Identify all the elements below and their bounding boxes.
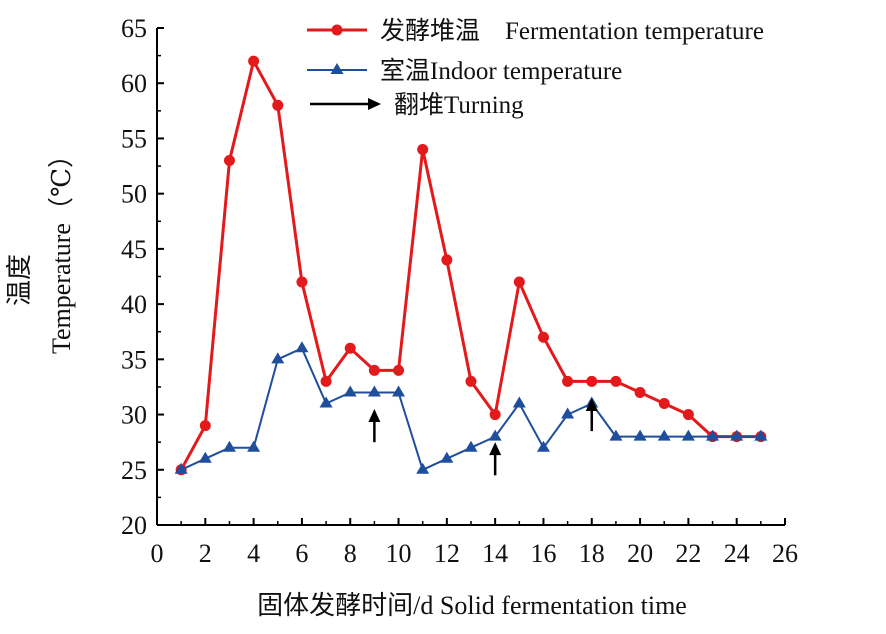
legend-arrow-icon — [368, 98, 381, 110]
legend-label-fermentation: 发酵堆温 Fermentation temperature — [380, 17, 764, 45]
x-tick-label: 18 — [579, 539, 605, 568]
data-point — [344, 342, 356, 354]
legend: 发酵堆温 Fermentation temperature 室温Indoor t… — [307, 17, 764, 119]
data-point — [464, 440, 478, 452]
data-point — [634, 386, 646, 398]
data-point — [609, 429, 623, 441]
data-point — [536, 440, 550, 452]
x-tick-label: 0 — [151, 539, 164, 568]
data-point — [730, 429, 744, 441]
data-point — [682, 409, 694, 421]
y-axis-title-line-2: Temperature（℃） — [47, 142, 76, 354]
data-point — [392, 385, 406, 397]
data-point — [537, 331, 549, 343]
data-point — [681, 429, 695, 441]
data-point — [368, 364, 380, 376]
data-point — [295, 341, 309, 353]
x-tick-label: 12 — [434, 539, 460, 568]
legend-item-turning: 翻堆Turning — [310, 91, 524, 119]
series-layer — [174, 55, 768, 476]
data-point — [248, 55, 260, 67]
y-tick-label: 20 — [121, 511, 147, 540]
axes: 0 2 4 6 8 10 12 14 16 18 20 22 24 2620253035404550556… — [121, 14, 798, 568]
data-point — [512, 396, 526, 408]
data-point — [174, 462, 188, 474]
turning-arrow-head — [489, 442, 502, 456]
y-axis-title: 温度 Temperature（℃） — [5, 142, 76, 354]
data-point — [465, 375, 477, 387]
x-tick-label: 6 — [295, 539, 308, 568]
data-point — [199, 420, 211, 432]
y-tick-label: 60 — [121, 69, 147, 98]
data-point — [489, 409, 501, 421]
data-point — [223, 155, 235, 167]
data-point — [586, 375, 598, 387]
data-point — [393, 364, 405, 376]
data-point — [440, 451, 454, 463]
legend-label-indoor: 室温Indoor temperature — [380, 57, 622, 85]
turning-arrow-head — [368, 409, 381, 423]
series-0 — [175, 55, 767, 476]
x-tick-label: 8 — [344, 539, 357, 568]
y-tick-label: 25 — [121, 456, 147, 485]
data-point — [441, 254, 453, 266]
turning-arrow — [489, 442, 502, 476]
series-line — [179, 59, 761, 471]
x-tick-label: 20 — [627, 539, 653, 568]
y-tick-label: 30 — [121, 401, 147, 430]
data-point — [296, 276, 308, 288]
x-tick-label: 22 — [675, 539, 701, 568]
data-point — [417, 143, 429, 155]
turning-arrow-head — [585, 397, 598, 411]
x-tick-label: 4 — [247, 539, 260, 568]
data-point — [754, 429, 768, 441]
data-point — [658, 398, 670, 410]
turning-arrow — [368, 409, 381, 443]
x-tick-label: 24 — [724, 539, 750, 568]
turning-arrows — [368, 397, 598, 476]
y-tick-label: 45 — [121, 235, 147, 264]
x-tick-label: 10 — [386, 539, 412, 568]
legend-item-fermentation: 发酵堆温 Fermentation temperature — [307, 17, 764, 45]
data-point — [272, 99, 284, 111]
data-point — [343, 385, 357, 397]
turning-arrow — [585, 397, 598, 432]
data-point — [562, 375, 574, 387]
data-point — [633, 429, 647, 441]
y-tick-label: 55 — [121, 124, 147, 153]
y-tick-label: 65 — [121, 14, 147, 43]
data-point — [367, 385, 381, 397]
x-tick-label: 2 — [199, 539, 212, 568]
x-tick-label: 16 — [530, 539, 556, 568]
data-point — [319, 396, 333, 408]
data-point — [198, 451, 212, 463]
y-tick-label: 35 — [121, 345, 147, 374]
data-point — [610, 375, 622, 387]
x-tick-label: 14 — [482, 539, 508, 568]
data-point — [271, 352, 285, 364]
data-point — [247, 440, 261, 452]
data-point — [706, 429, 720, 441]
y-axis-title-line-1: 温度 — [5, 254, 34, 306]
x-axis-title: 固体发酵时间/d Solid fermentation time — [257, 591, 687, 620]
data-point — [513, 276, 525, 288]
legend-label-turning: 翻堆Turning — [394, 91, 524, 119]
data-point — [657, 429, 671, 441]
y-tick-label: 40 — [121, 290, 147, 319]
legend-marker-indoor — [330, 63, 344, 74]
x-tick-label: 26 — [772, 539, 798, 568]
data-point — [222, 440, 236, 452]
data-point — [320, 375, 332, 387]
y-tick-label: 50 — [121, 180, 147, 209]
legend-item-indoor: 室温Indoor temperature — [307, 57, 622, 85]
data-point — [416, 462, 430, 474]
data-point — [561, 407, 575, 419]
data-point — [488, 429, 502, 441]
legend-marker-fermentation — [331, 24, 343, 36]
series-1 — [174, 341, 768, 474]
